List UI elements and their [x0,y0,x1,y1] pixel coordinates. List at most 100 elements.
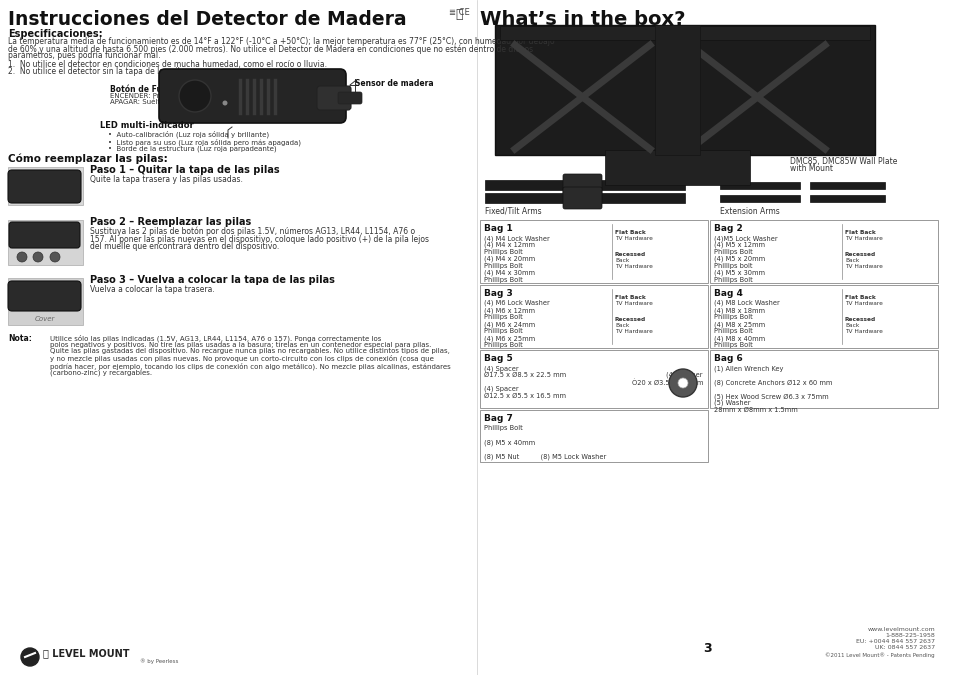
Circle shape [222,101,227,105]
Text: Phillips Bolt: Phillips Bolt [483,277,522,283]
Text: Bag 7: Bag 7 [483,414,513,423]
FancyBboxPatch shape [316,86,351,110]
Text: (4) M4 x 30mm: (4) M4 x 30mm [483,270,535,277]
Text: Botón de Funcionamiento: Botón de Funcionamiento [110,85,221,94]
Text: DMC85, DMC85W Wall Plate: DMC85, DMC85W Wall Plate [789,157,897,166]
Text: Phillips Bolt: Phillips Bolt [483,425,522,431]
Text: parámetros, pues podría funcionar mal.: parámetros, pues podría funcionar mal. [8,51,160,60]
Text: TV Hardware: TV Hardware [615,236,652,241]
Text: (4) M6 Lock Washer: (4) M6 Lock Washer [483,300,549,306]
Text: polos negativos y positivos. No tire las pilas usadas a la basura; tírelas en un: polos negativos y positivos. No tire las… [50,341,431,348]
Text: Phillips Bolt: Phillips Bolt [483,249,522,255]
Text: What’s in the box?: What’s in the box? [479,10,685,29]
Text: •  Borde de la estructura (Luz roja parpadeante): • Borde de la estructura (Luz roja parpa… [108,146,276,153]
Circle shape [668,369,697,397]
Text: Sensor de madera: Sensor de madera [355,79,434,88]
Text: (4) M8 Lock Washer: (4) M8 Lock Washer [713,300,779,306]
Text: TV Hardware: TV Hardware [615,301,652,306]
Text: (4) Washer: (4) Washer [666,372,702,379]
Text: (4) Spacer: (4) Spacer [483,365,518,371]
Text: Quite la tapa trasera y las pilas usadas.: Quite la tapa trasera y las pilas usadas… [90,175,243,184]
Circle shape [179,80,211,112]
Text: TV Hardware: TV Hardware [844,236,882,241]
Text: (4) M5 x 20mm: (4) M5 x 20mm [713,256,764,263]
FancyBboxPatch shape [479,285,707,348]
Text: Bag 5: Bag 5 [483,354,512,363]
Text: Flat Back: Flat Back [615,230,645,235]
Text: LED multi-indicador: LED multi-indicador [100,121,193,130]
Circle shape [21,648,39,666]
Text: EU: +0044 844 557 2637: EU: +0044 844 557 2637 [855,639,934,644]
Text: (4) M4 Lock Washer: (4) M4 Lock Washer [483,235,549,242]
Text: •  Auto-calibración (Luz roja sólida y brillante): • Auto-calibración (Luz roja sólida y br… [108,130,269,138]
Text: podría hacer, por ejemplo, tocando los clips de conexión con algo metálico). No : podría hacer, por ejemplo, tocando los c… [50,362,450,369]
Text: (4) M8 x 18mm: (4) M8 x 18mm [713,307,764,313]
Text: Extension Arms: Extension Arms [720,207,779,216]
Text: Phillips Bolt: Phillips Bolt [713,314,752,320]
FancyBboxPatch shape [809,195,884,202]
Text: Recessed: Recessed [844,317,876,322]
FancyBboxPatch shape [499,26,869,40]
Text: Sustituya las 2 pilas de botón por dos pilas 1.5V, números AG13, LR44, L1154, A7: Sustituya las 2 pilas de botón por dos p… [90,227,415,236]
Text: 2.  No utilice el detector sin la tapa de las pilas.: 2. No utilice el detector sin la tapa de… [8,67,191,76]
Text: (5) Hex Wood Screw Ø6.3 x 75mm: (5) Hex Wood Screw Ø6.3 x 75mm [713,393,828,400]
Text: Back: Back [844,258,859,263]
Text: Back: Back [615,323,629,328]
Text: ≣ CE: ≣ CE [449,8,470,17]
Text: (4) M4 x 12mm: (4) M4 x 12mm [483,242,535,248]
Text: Flat Back: Flat Back [844,295,875,300]
FancyBboxPatch shape [709,350,937,408]
FancyBboxPatch shape [8,220,83,265]
Text: www.levelmount.com: www.levelmount.com [866,627,934,632]
Circle shape [678,378,687,388]
Text: Flat Back: Flat Back [615,295,645,300]
Text: (4) M5 x 30mm: (4) M5 x 30mm [713,270,764,277]
Text: (8) M5 Nut          (8) M5 Lock Washer: (8) M5 Nut (8) M5 Lock Washer [483,453,605,460]
Text: 3: 3 [703,642,712,655]
Text: Paso 3 – Vuelva a colocar la tapa de las pilas: Paso 3 – Vuelva a colocar la tapa de las… [90,275,335,285]
Text: Fixed/Tilt Arms: Fixed/Tilt Arms [484,207,541,216]
Text: ENCENDER: Presione y mantenga pulsado: ENCENDER: Presione y mantenga pulsado [110,93,256,99]
FancyBboxPatch shape [479,350,707,408]
Circle shape [33,252,43,262]
Text: La temperatura media de funcionamiento es de 14°F a 122°F (-10°C a +50°C); la me: La temperatura media de funcionamiento e… [8,37,554,46]
Text: Cómo reemplazar las pilas:: Cómo reemplazar las pilas: [8,153,168,163]
Text: y no mezcle pilas usadas con pilas nuevas. No provoque un corto-circuito con los: y no mezcle pilas usadas con pilas nueva… [50,355,434,362]
FancyBboxPatch shape [709,285,937,348]
Text: (4) M8 x 40mm: (4) M8 x 40mm [713,335,764,342]
Text: Phillips Bolt: Phillips Bolt [483,342,522,348]
FancyBboxPatch shape [484,193,684,203]
Text: Phillips Bolt: Phillips Bolt [713,342,752,348]
Text: ©2011 Level Mount® - Patents Pending: ©2011 Level Mount® - Patents Pending [824,652,934,657]
Text: 28mm x Ø8mm x 1.5mm: 28mm x Ø8mm x 1.5mm [713,407,797,413]
Text: (4) M6 x 24mm: (4) M6 x 24mm [483,321,535,327]
Circle shape [50,252,60,262]
Text: TV Hardware: TV Hardware [615,329,652,334]
Text: 157. Al poner las pilas nuevas en el dispositivo, coloque lado positivo (+) de l: 157. Al poner las pilas nuevas en el dis… [90,234,429,244]
Text: with Mount: with Mount [789,164,832,173]
Text: Bag 1: Bag 1 [483,224,512,233]
Text: Bag 6: Bag 6 [713,354,742,363]
FancyBboxPatch shape [337,92,361,104]
Text: Vuelva a colocar la tapa trasera.: Vuelva a colocar la tapa trasera. [90,285,214,294]
Text: Flat Back: Flat Back [844,230,875,235]
Text: del muelle que encontrará dentro del dispositivo.: del muelle que encontrará dentro del dis… [90,242,279,251]
Text: Utilice sólo las pilas indicadas (1.5V, AG13, LR44, L1154, A76 o 157). Ponga cor: Utilice sólo las pilas indicadas (1.5V, … [50,334,381,342]
Text: TV Hardware: TV Hardware [844,301,882,306]
Text: Back: Back [844,323,859,328]
Text: Ⓛ LEVEL MOUNT: Ⓛ LEVEL MOUNT [43,648,130,658]
Text: APAGAR: Suéltelo: APAGAR: Suéltelo [110,99,171,105]
Text: Cover: Cover [34,316,55,322]
Text: (4) M6 x 25mm: (4) M6 x 25mm [483,335,535,342]
FancyBboxPatch shape [479,220,707,283]
Text: TV Hardware: TV Hardware [844,264,882,269]
FancyBboxPatch shape [8,170,81,203]
FancyBboxPatch shape [562,187,601,209]
Text: (4) Spacer: (4) Spacer [483,386,518,392]
Text: Recessed: Recessed [615,317,645,322]
FancyBboxPatch shape [8,167,83,205]
FancyBboxPatch shape [484,180,684,190]
FancyBboxPatch shape [720,182,800,189]
Text: Bag 4: Bag 4 [713,289,742,298]
Text: TV Hardware: TV Hardware [615,264,652,269]
